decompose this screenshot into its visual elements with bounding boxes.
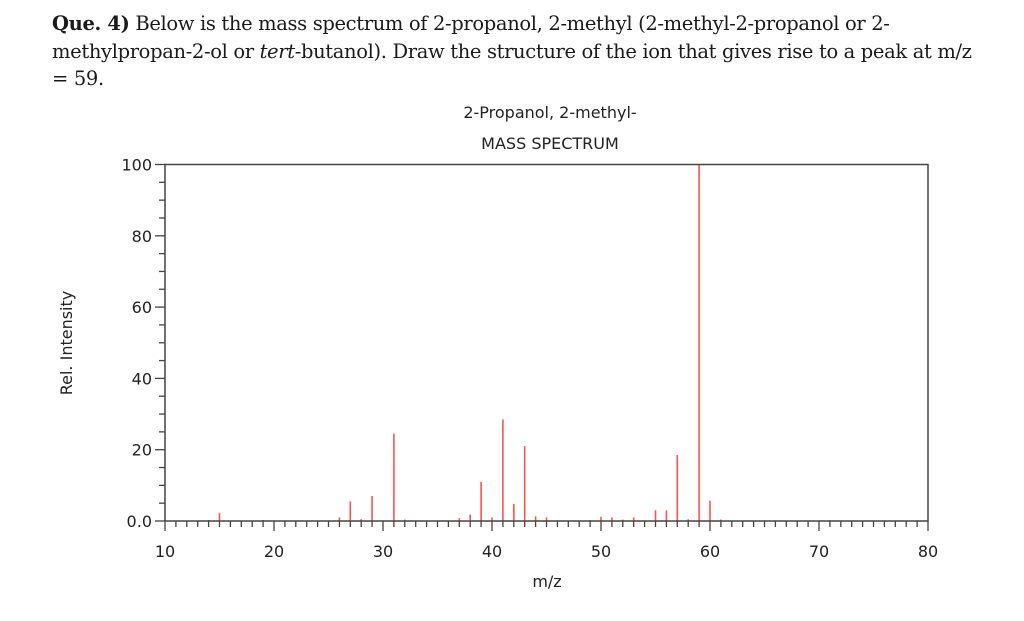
x-tick-label: 30 <box>373 542 393 561</box>
x-axis-label: m/z <box>532 572 561 591</box>
question-italic: tert <box>259 39 295 63</box>
y-tick-label: 0.0 <box>127 512 152 531</box>
spectrum-peaks <box>207 164 831 521</box>
question-body-2: -butanol). Draw the structure of the ion… <box>52 39 972 91</box>
y-tick-label: 100 <box>121 156 152 175</box>
x-tick-label: 60 <box>700 542 720 561</box>
chart-subtitle: MASS SPECTRUM <box>481 134 619 153</box>
x-axis: 10 20 30 40 50 60 70 80 <box>155 521 938 561</box>
y-tick-label: 40 <box>132 369 152 388</box>
chart-title: 2-Propanol, 2-methyl- <box>463 103 637 122</box>
x-tick-label: 40 <box>482 542 502 561</box>
y-axis-label: Rel. Intensity <box>57 291 76 396</box>
question-text: Que. 4) Below is the mass spectrum of 2-… <box>52 10 982 93</box>
y-tick-label: 20 <box>132 441 152 460</box>
x-tick-label: 10 <box>155 542 175 561</box>
y-axis: 0.0 20 40 60 80 100 <box>121 156 165 531</box>
x-tick-label: 80 <box>918 542 938 561</box>
y-tick-label: 80 <box>132 227 152 246</box>
plot-frame <box>164 163 929 522</box>
y-tick-label: 60 <box>132 298 152 317</box>
x-tick-label: 50 <box>591 542 611 561</box>
x-tick-label: 70 <box>809 542 829 561</box>
x-tick-label: 20 <box>264 542 284 561</box>
question-label: Que. 4) <box>52 12 130 35</box>
question-body-1: Below is the mass spectrum of 2-propanol… <box>52 12 890 63</box>
